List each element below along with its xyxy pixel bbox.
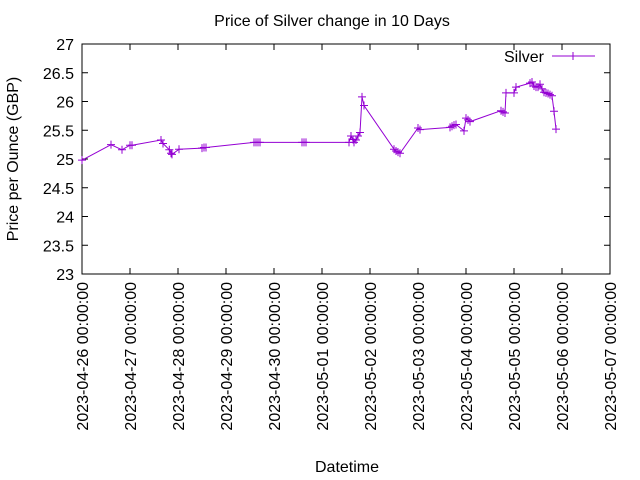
data-point [118,145,126,154]
x-tick-label: 2023-05-05 00:00:00 [507,282,524,431]
data-point [416,125,424,134]
data-point [542,88,550,97]
x-axis-label: Datetime [315,459,379,476]
data-point [414,123,422,132]
x-tick-label: 2023-05-07 00:00:00 [603,282,620,431]
data-point [167,149,175,158]
y-tick-label: 24 [56,210,74,227]
x-tick-label: 2023-05-02 00:00:00 [363,282,380,431]
data-point [396,149,404,158]
x-tick-label: 2023-04-30 00:00:00 [267,282,284,431]
data-point [510,88,518,97]
legend: Silver [504,49,595,66]
y-tick-label: 24.5 [43,181,74,198]
data-point [528,77,536,86]
data-point [157,136,165,145]
data-point [548,91,556,100]
data-point [159,139,167,148]
data-point [530,81,538,90]
data-point [165,145,174,154]
y-tick-label: 26 [56,95,74,112]
series-line [81,81,557,161]
data-point [501,109,509,117]
x-tick-label: 2023-05-04 00:00:00 [459,282,476,431]
data-point [352,136,360,145]
data-point [356,128,364,137]
data-point [198,144,206,153]
x-tick-label: 2023-04-26 00:00:00 [75,282,92,431]
data-point [452,120,460,129]
data-point [168,150,176,159]
y-tick-label: 25.5 [43,123,74,140]
data-point [128,141,136,150]
data-point [540,88,548,97]
data-point [394,148,402,157]
data-point [175,145,183,154]
y-tick-label: 25 [56,152,74,169]
x-tick-label: 2023-04-29 00:00:00 [219,282,236,431]
data-point [546,90,554,99]
y-axis-label: Price per Ounce (GBP) [5,77,22,242]
data-point [536,80,544,89]
y-axis: 23 23.5 24 24.5 25 25.5 26 26.5 27 [43,37,610,284]
y-tick-label: 23 [56,267,74,284]
y-tick-label: 26.5 [43,66,74,83]
x-axis: 2023-04-26 00:00:00 2023-04-27 00:00:00 20… [75,44,620,431]
x-tick-label: 2023-04-28 00:00:00 [171,282,188,431]
data-point [499,107,507,116]
data-point [450,121,458,130]
data-point [502,88,510,97]
plot-frame [81,43,611,275]
data-point [347,132,355,140]
x-tick-label: 2023-05-03 00:00:00 [411,282,428,431]
chart-title: Price of Silver change in 10 Days [214,13,450,30]
data-point [464,115,472,124]
y-tick-label: 27 [56,37,74,54]
data-point [358,92,366,101]
data-point [460,126,468,135]
data-point [538,84,546,93]
legend-label: Silver [504,49,545,66]
legend-marker-sample [569,52,577,60]
x-tick-label: 2023-05-06 00:00:00 [555,282,572,431]
data-point [202,143,210,152]
x-tick-label: 2023-04-27 00:00:00 [123,282,140,431]
data-point [354,132,362,140]
x-tick-label: 2023-05-01 00:00:00 [315,282,332,431]
data-point [107,140,115,149]
data-point [466,117,474,126]
data-point [462,114,470,123]
data-point [360,101,368,110]
y-tick-label: 23.5 [43,238,74,255]
data-point [448,122,456,131]
data-point [302,138,310,147]
data-point [256,138,264,147]
data-point [512,83,520,92]
series-silver [78,77,560,165]
data-point [550,107,558,116]
data-point [552,125,560,134]
data-point [78,156,86,165]
